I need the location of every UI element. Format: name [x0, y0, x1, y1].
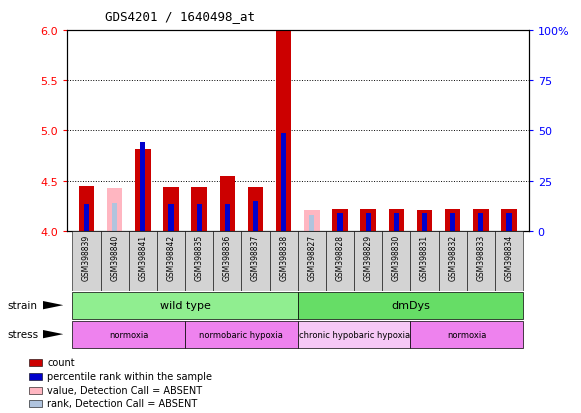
Bar	[439, 231, 467, 291]
Bar	[394, 213, 399, 231]
Bar	[326, 231, 354, 291]
Bar	[507, 213, 511, 231]
Bar	[450, 213, 455, 231]
Bar	[185, 321, 298, 348]
Bar	[389, 209, 404, 231]
Bar	[84, 204, 89, 231]
Text: GSM398832: GSM398832	[448, 234, 457, 280]
Bar	[135, 149, 150, 231]
Text: GSM398827: GSM398827	[307, 234, 316, 280]
Text: GSM398831: GSM398831	[420, 234, 429, 280]
Polygon shape	[43, 330, 63, 339]
Text: GSM398836: GSM398836	[223, 234, 232, 280]
Bar	[332, 209, 348, 231]
Bar	[168, 204, 174, 231]
Text: GSM398834: GSM398834	[504, 234, 514, 280]
Text: wild type: wild type	[160, 301, 210, 311]
Bar	[304, 210, 320, 231]
Bar	[185, 231, 213, 291]
Text: count: count	[47, 357, 75, 367]
Text: value, Detection Call = ABSENT: value, Detection Call = ABSENT	[47, 385, 202, 395]
Bar	[309, 215, 314, 231]
Bar	[338, 213, 343, 231]
Text: normoxia: normoxia	[109, 330, 149, 339]
Bar	[192, 187, 207, 231]
Text: GSM398828: GSM398828	[335, 234, 345, 280]
Bar	[365, 213, 371, 231]
Text: rank, Detection Call = ABSENT: rank, Detection Call = ABSENT	[47, 399, 198, 408]
Bar	[213, 231, 242, 291]
Bar	[129, 231, 157, 291]
Bar	[73, 321, 185, 348]
Bar	[501, 209, 517, 231]
Bar	[281, 134, 286, 231]
Text: normobaric hypoxia: normobaric hypoxia	[199, 330, 284, 339]
Text: GSM398829: GSM398829	[364, 234, 372, 280]
Bar	[360, 209, 376, 231]
Bar	[73, 292, 298, 319]
Bar	[298, 292, 523, 319]
Bar	[495, 231, 523, 291]
Text: stress: stress	[7, 329, 38, 339]
Bar	[242, 231, 270, 291]
Bar	[382, 231, 410, 291]
Text: normoxia: normoxia	[447, 330, 486, 339]
Bar	[196, 204, 202, 231]
Bar	[225, 204, 230, 231]
Text: GDS4201 / 1640498_at: GDS4201 / 1640498_at	[105, 10, 254, 23]
Text: GSM398837: GSM398837	[251, 234, 260, 280]
Bar	[101, 231, 129, 291]
Text: GSM398830: GSM398830	[392, 234, 401, 280]
Bar	[276, 31, 292, 231]
Bar	[410, 321, 523, 348]
Polygon shape	[43, 301, 63, 310]
Bar	[112, 203, 117, 231]
Text: GSM398842: GSM398842	[167, 234, 175, 280]
Text: percentile rank within the sample: percentile rank within the sample	[47, 371, 212, 381]
Bar	[79, 186, 94, 231]
Text: GSM398838: GSM398838	[279, 234, 288, 280]
Text: GSM398839: GSM398839	[82, 234, 91, 280]
Bar	[354, 231, 382, 291]
Bar	[410, 231, 439, 291]
Text: GSM398840: GSM398840	[110, 234, 119, 280]
Bar	[28, 373, 42, 380]
Text: chronic hypobaric hypoxia: chronic hypobaric hypoxia	[299, 330, 410, 339]
Bar	[107, 188, 123, 231]
Bar	[28, 359, 42, 366]
Bar	[445, 209, 460, 231]
Bar	[73, 231, 101, 291]
Bar	[141, 143, 145, 231]
Bar	[163, 187, 179, 231]
Bar	[28, 387, 42, 394]
Bar	[253, 201, 258, 231]
Bar	[478, 213, 483, 231]
Bar	[417, 210, 432, 231]
Bar	[298, 231, 326, 291]
Bar	[422, 213, 427, 231]
Bar	[28, 400, 42, 407]
Text: GSM398833: GSM398833	[476, 234, 485, 280]
Text: GSM398841: GSM398841	[138, 234, 148, 280]
Bar	[248, 187, 263, 231]
Bar	[467, 231, 495, 291]
Bar	[270, 231, 298, 291]
Text: strain: strain	[7, 300, 37, 310]
Bar	[473, 209, 489, 231]
Text: GSM398835: GSM398835	[195, 234, 204, 280]
Bar	[298, 321, 410, 348]
Bar	[220, 176, 235, 231]
Bar	[157, 231, 185, 291]
Text: dmDys: dmDys	[391, 301, 430, 311]
